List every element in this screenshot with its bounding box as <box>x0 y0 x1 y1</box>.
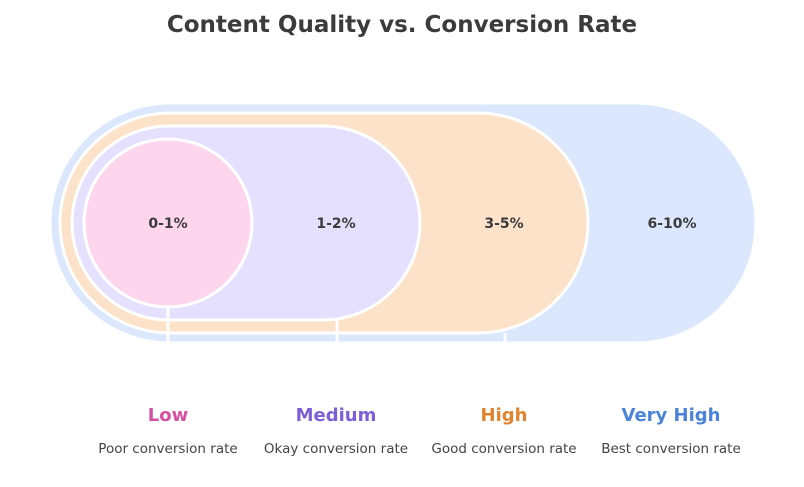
range-label-medium: 1-2% <box>316 216 355 232</box>
description-medium: Okay conversion rate <box>263 441 409 457</box>
level-label-very-high: Very High <box>621 405 721 426</box>
range-label-high: 3-5% <box>484 216 523 232</box>
diagram-title: Content Quality vs. Conversion Rate <box>166 12 638 38</box>
range-label-low: 0-1% <box>148 216 187 232</box>
description-low: Poor conversion rate <box>98 441 238 457</box>
level-label-low: Low <box>147 405 189 426</box>
range-label-very-high: 6-10% <box>647 216 696 232</box>
level-label-medium: Medium <box>295 405 377 426</box>
level-label-high: High <box>480 405 528 426</box>
description-high: Good conversion rate <box>431 441 577 457</box>
description-very-high: Best conversion rate <box>601 441 741 457</box>
